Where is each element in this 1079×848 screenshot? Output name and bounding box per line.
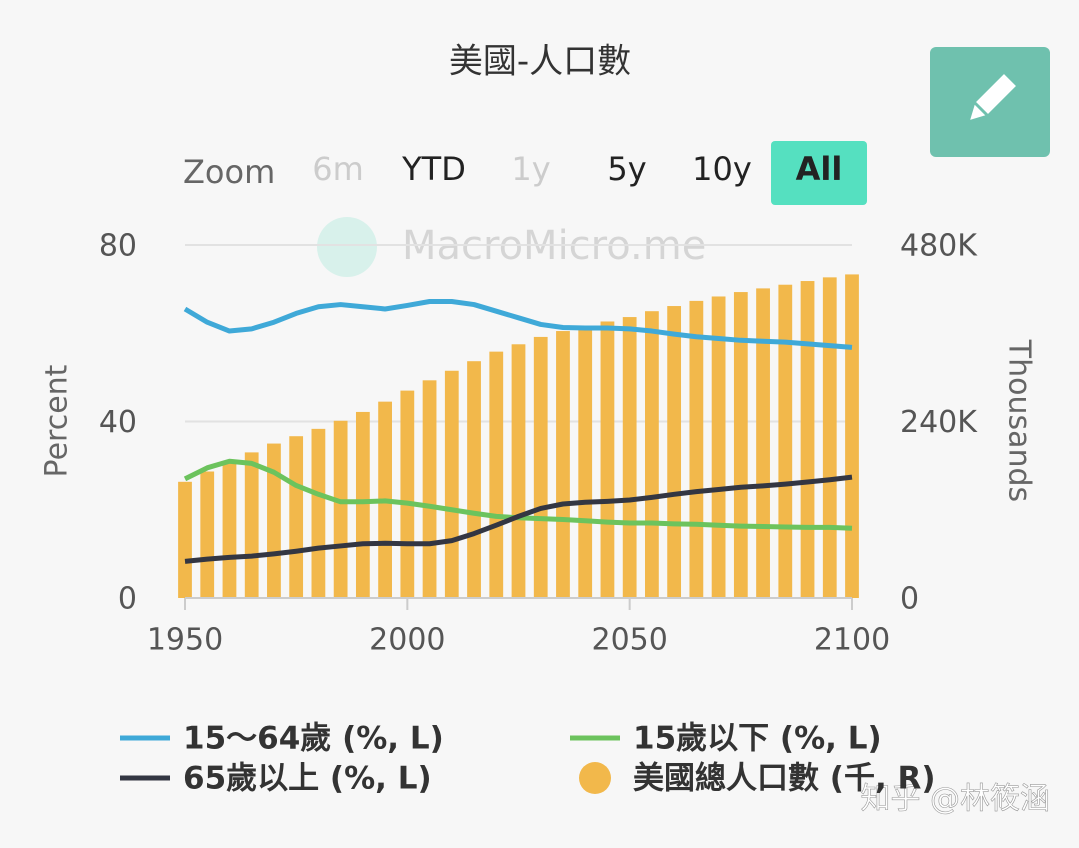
- edit-button[interactable]: [930, 47, 1050, 157]
- watermark-logo: [317, 217, 377, 277]
- line: [184, 474, 853, 564]
- bar: [778, 284, 793, 598]
- bar: [800, 281, 815, 598]
- y-tick-label: 0: [118, 582, 137, 617]
- bar: [333, 420, 348, 598]
- credit: 知乎 @林筱涵: [860, 782, 1050, 817]
- zoom-button[interactable]: 10y: [692, 150, 752, 188]
- y2-tick-label: 0: [900, 582, 919, 617]
- legend-item[interactable]: 美國總人口數 (千, R): [579, 761, 936, 797]
- x-tick-label: 2050: [591, 623, 667, 658]
- zoom-button: 6m: [312, 150, 364, 188]
- bar: [422, 380, 437, 598]
- bar: [578, 325, 593, 598]
- legend-label: 15歲以下 (%, L): [633, 721, 882, 757]
- zoom-button[interactable]: All: [796, 150, 843, 188]
- bar: [689, 300, 704, 598]
- legend-label: 15～64歲 (%, L): [183, 721, 444, 757]
- bar: [489, 351, 504, 598]
- bar: [200, 471, 215, 598]
- bar: [311, 428, 326, 598]
- zoom-button[interactable]: 5y: [607, 150, 646, 188]
- legend-item[interactable]: 65歲以上 (%, L): [120, 761, 432, 797]
- zoom-button: 1y: [511, 150, 550, 188]
- x-tick-label: 1950: [147, 623, 223, 658]
- legend-item[interactable]: 15～64歲 (%, L): [120, 721, 444, 757]
- bar: [222, 461, 237, 598]
- bar: [645, 311, 659, 598]
- y2-axis-title: Thousands: [1002, 339, 1037, 502]
- legend-item[interactable]: 15歲以下 (%, L): [570, 721, 882, 757]
- bar: [822, 277, 837, 598]
- zoom-label: Zoom: [183, 153, 275, 191]
- bar: [244, 452, 259, 598]
- zoom-button[interactable]: YTD: [401, 150, 466, 188]
- line: [183, 298, 853, 350]
- bar: [400, 390, 415, 598]
- bar: [289, 436, 304, 598]
- y2-tick-label: 480K: [900, 229, 978, 264]
- bar: [756, 288, 770, 598]
- bar: [845, 274, 859, 598]
- x-tick-label: 2100: [814, 623, 890, 658]
- bar: [533, 336, 548, 598]
- bar: [178, 481, 192, 598]
- bar: [467, 361, 481, 598]
- bar: [511, 344, 526, 598]
- bar: [444, 370, 459, 598]
- y-tick-label: 80: [99, 229, 137, 264]
- y-axis-title: Percent: [40, 364, 75, 477]
- chart-title: 美國-人口數: [449, 42, 631, 82]
- legend-label: 65歲以上 (%, L): [183, 761, 432, 797]
- bar: [733, 292, 748, 598]
- y2-tick-label: 240K: [900, 405, 978, 440]
- bar: [600, 321, 615, 598]
- legend-marker: [579, 762, 611, 794]
- bar: [267, 443, 281, 598]
- bar: [667, 306, 682, 598]
- bar: [556, 331, 570, 598]
- bar: [355, 411, 370, 598]
- legend-label: 美國總人口數 (千, R): [633, 761, 936, 797]
- y-tick-label: 40: [99, 405, 137, 440]
- zoom-button-bg[interactable]: [771, 141, 867, 205]
- x-tick-label: 2000: [369, 623, 445, 658]
- bar: [711, 296, 726, 598]
- bar: [622, 317, 637, 598]
- pencil-icon[interactable]: [965, 69, 1021, 125]
